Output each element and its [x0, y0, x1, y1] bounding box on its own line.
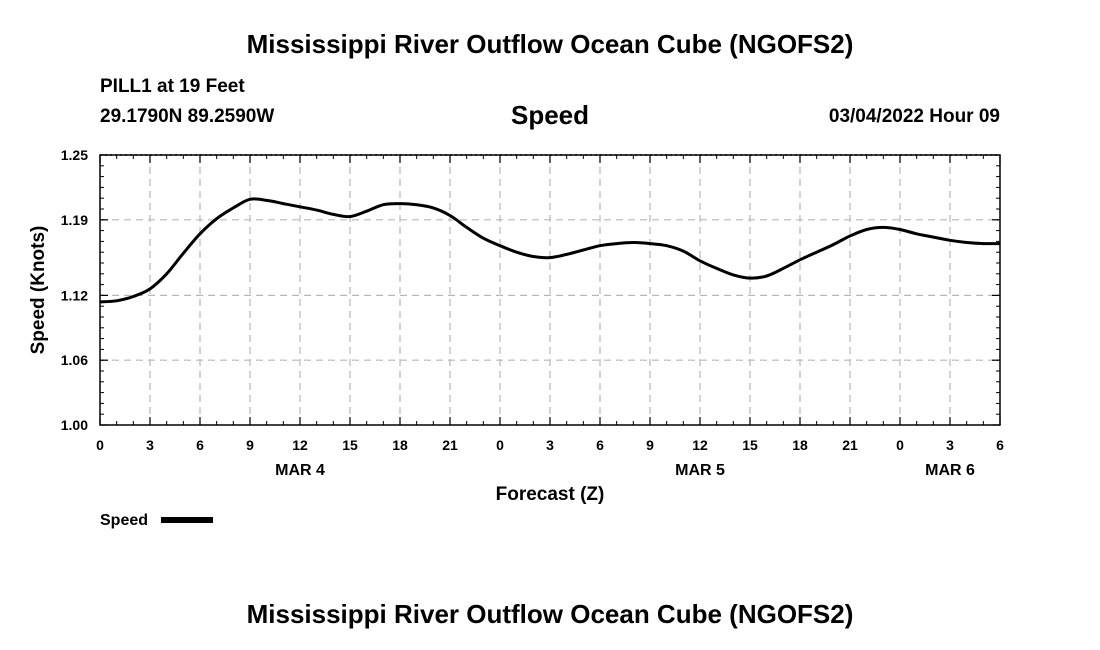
x-tick-label: 18 — [392, 437, 408, 453]
x-tick-label: 3 — [946, 437, 954, 453]
date-label: MAR 4 — [275, 462, 325, 479]
station-coordinates: 29.1790N 89.2590W — [100, 106, 275, 127]
y-tick-label: 1.00 — [61, 417, 88, 433]
x-tick-label: 6 — [996, 437, 1004, 453]
y-tick-label: 1.25 — [61, 147, 88, 163]
forecast-timestamp: 03/04/2022 Hour 09 — [828, 106, 1000, 127]
grid-lines — [100, 155, 1000, 425]
x-tick-label: 0 — [896, 437, 904, 453]
speed-series-line — [99, 197, 1001, 304]
x-tick-label: 21 — [442, 437, 458, 453]
x-tick-label: 21 — [842, 437, 858, 453]
y-tick-label: 1.12 — [61, 287, 88, 303]
plot-title: Speed — [510, 100, 590, 130]
x-tick-label: 12 — [692, 437, 708, 453]
x-tick-label: 15 — [342, 437, 358, 453]
x-tick-label: 9 — [246, 437, 254, 453]
y-tick-label: 1.19 — [61, 212, 88, 228]
axis-labels: 0 3 6 9 12 15 18 21 0 3 6 9 12 15 18 21 0 3 6 1.00 1.06 1.12 1… — [61, 147, 1004, 479]
y-axis-label: Speed (Knots) — [28, 226, 49, 355]
x-tick-label: 12 — [292, 437, 308, 453]
y-tick-label: 1.06 — [61, 352, 88, 368]
x-tick-label: 0 — [496, 437, 504, 453]
x-tick-label: 0 — [96, 437, 104, 453]
footer-title: Mississippi River Outflow Ocean Cube (NG… — [246, 599, 854, 629]
station-name: PILL1 at 19 Feet — [100, 76, 245, 97]
x-tick-label: 18 — [792, 437, 808, 453]
plot-frame — [99, 154, 1001, 426]
x-axis-label: Forecast (Z) — [496, 484, 605, 505]
page-title: Mississippi River Outflow Ocean Cube (NG… — [246, 29, 854, 59]
x-tick-label: 6 — [196, 437, 204, 453]
series-layer — [99, 197, 1001, 304]
legend-label: Speed — [100, 512, 148, 529]
legend: Speed — [100, 512, 213, 529]
x-tick-label: 9 — [646, 437, 654, 453]
x-tick-label: 15 — [742, 437, 758, 453]
x-tick-label: 6 — [596, 437, 604, 453]
date-label: MAR 5 — [675, 462, 725, 479]
date-label: MAR 6 — [925, 462, 975, 479]
x-tick-label: 3 — [546, 437, 554, 453]
x-tick-label: 3 — [146, 437, 154, 453]
